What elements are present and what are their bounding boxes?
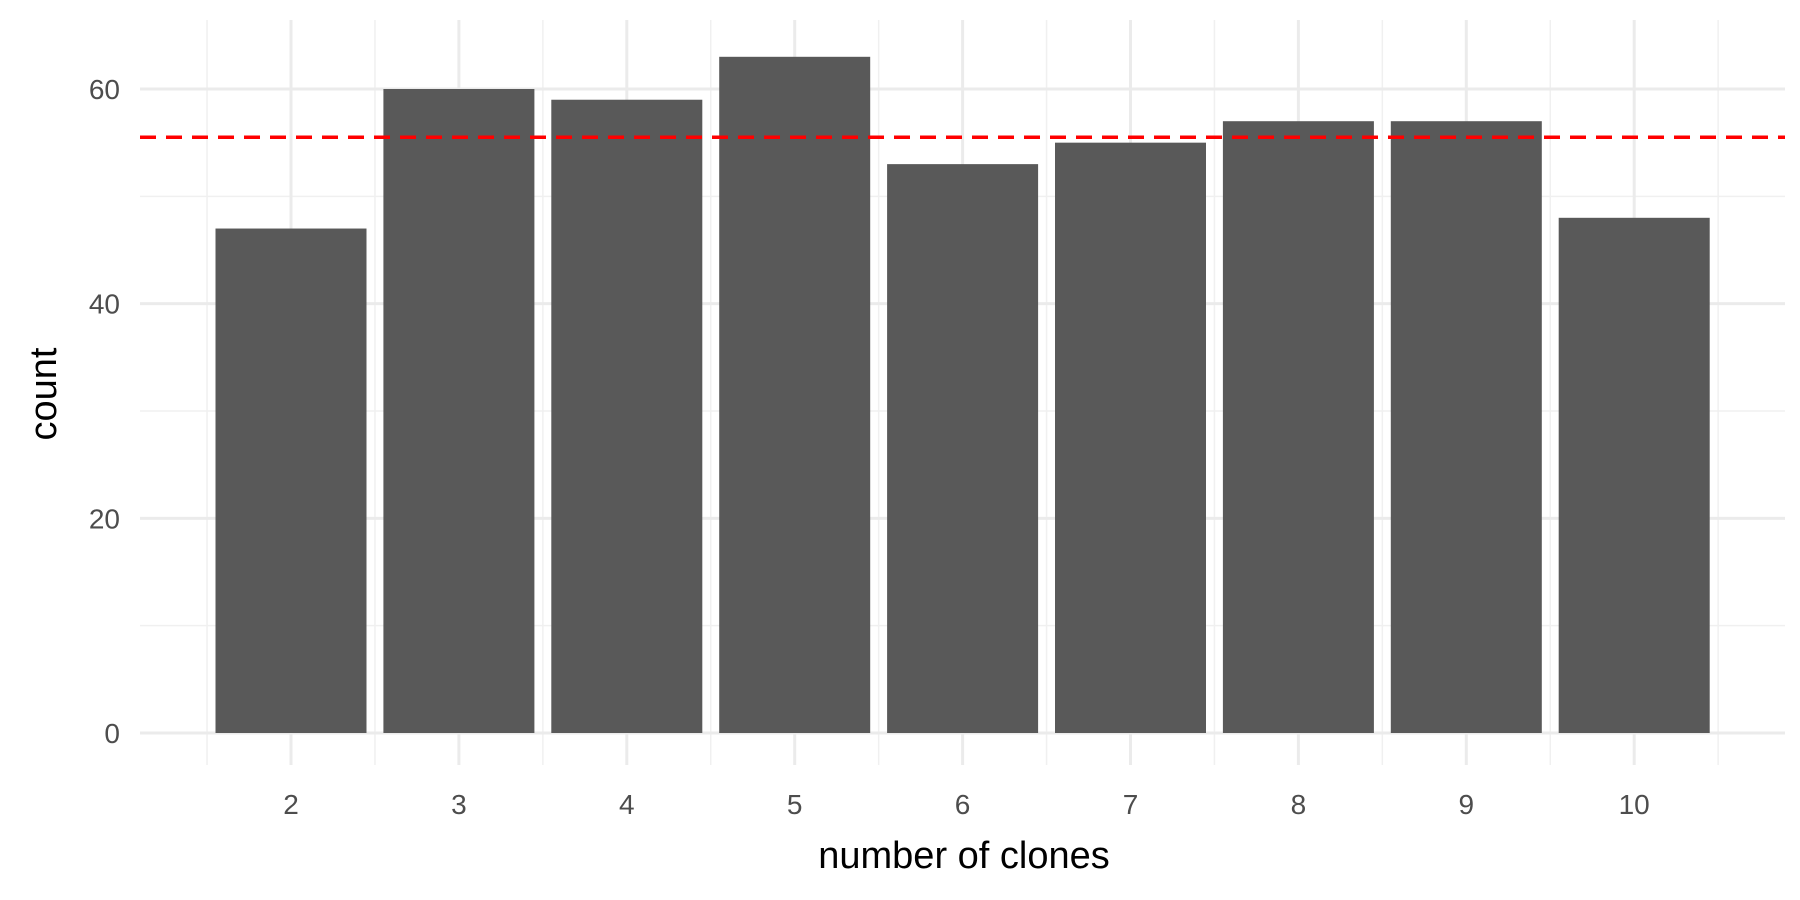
y-axis-ticks: 0 20 40 60 xyxy=(89,74,120,749)
x-tick-label: 2 xyxy=(283,789,299,820)
x-tick-label: 6 xyxy=(955,789,971,820)
x-tick-label: 8 xyxy=(1291,789,1307,820)
y-tick-label: 0 xyxy=(104,718,120,749)
x-tick-label: 3 xyxy=(451,789,467,820)
y-axis-title: count xyxy=(23,347,65,440)
bar-7 xyxy=(1055,142,1206,733)
x-axis-ticks: 2 3 4 5 6 7 8 9 10 xyxy=(283,789,1650,820)
x-tick-label: 9 xyxy=(1459,789,1475,820)
y-tick-label: 40 xyxy=(89,289,120,320)
bars xyxy=(215,56,1710,734)
bar-3 xyxy=(383,89,535,733)
y-tick-label: 20 xyxy=(89,503,120,534)
y-tick-label: 60 xyxy=(89,74,120,105)
x-tick-label: 4 xyxy=(619,789,635,820)
bar-10 xyxy=(1558,217,1710,734)
bar-9 xyxy=(1390,121,1542,733)
bar-4 xyxy=(551,99,703,733)
bar-6 xyxy=(887,164,1039,734)
x-tick-label: 10 xyxy=(1619,789,1650,820)
bar-2 xyxy=(215,228,367,734)
x-tick-label: 5 xyxy=(787,789,803,820)
x-tick-label: 7 xyxy=(1123,789,1139,820)
x-axis-title: number of clones xyxy=(818,835,1110,877)
bar-5 xyxy=(719,56,871,734)
bar-8 xyxy=(1222,121,1374,733)
